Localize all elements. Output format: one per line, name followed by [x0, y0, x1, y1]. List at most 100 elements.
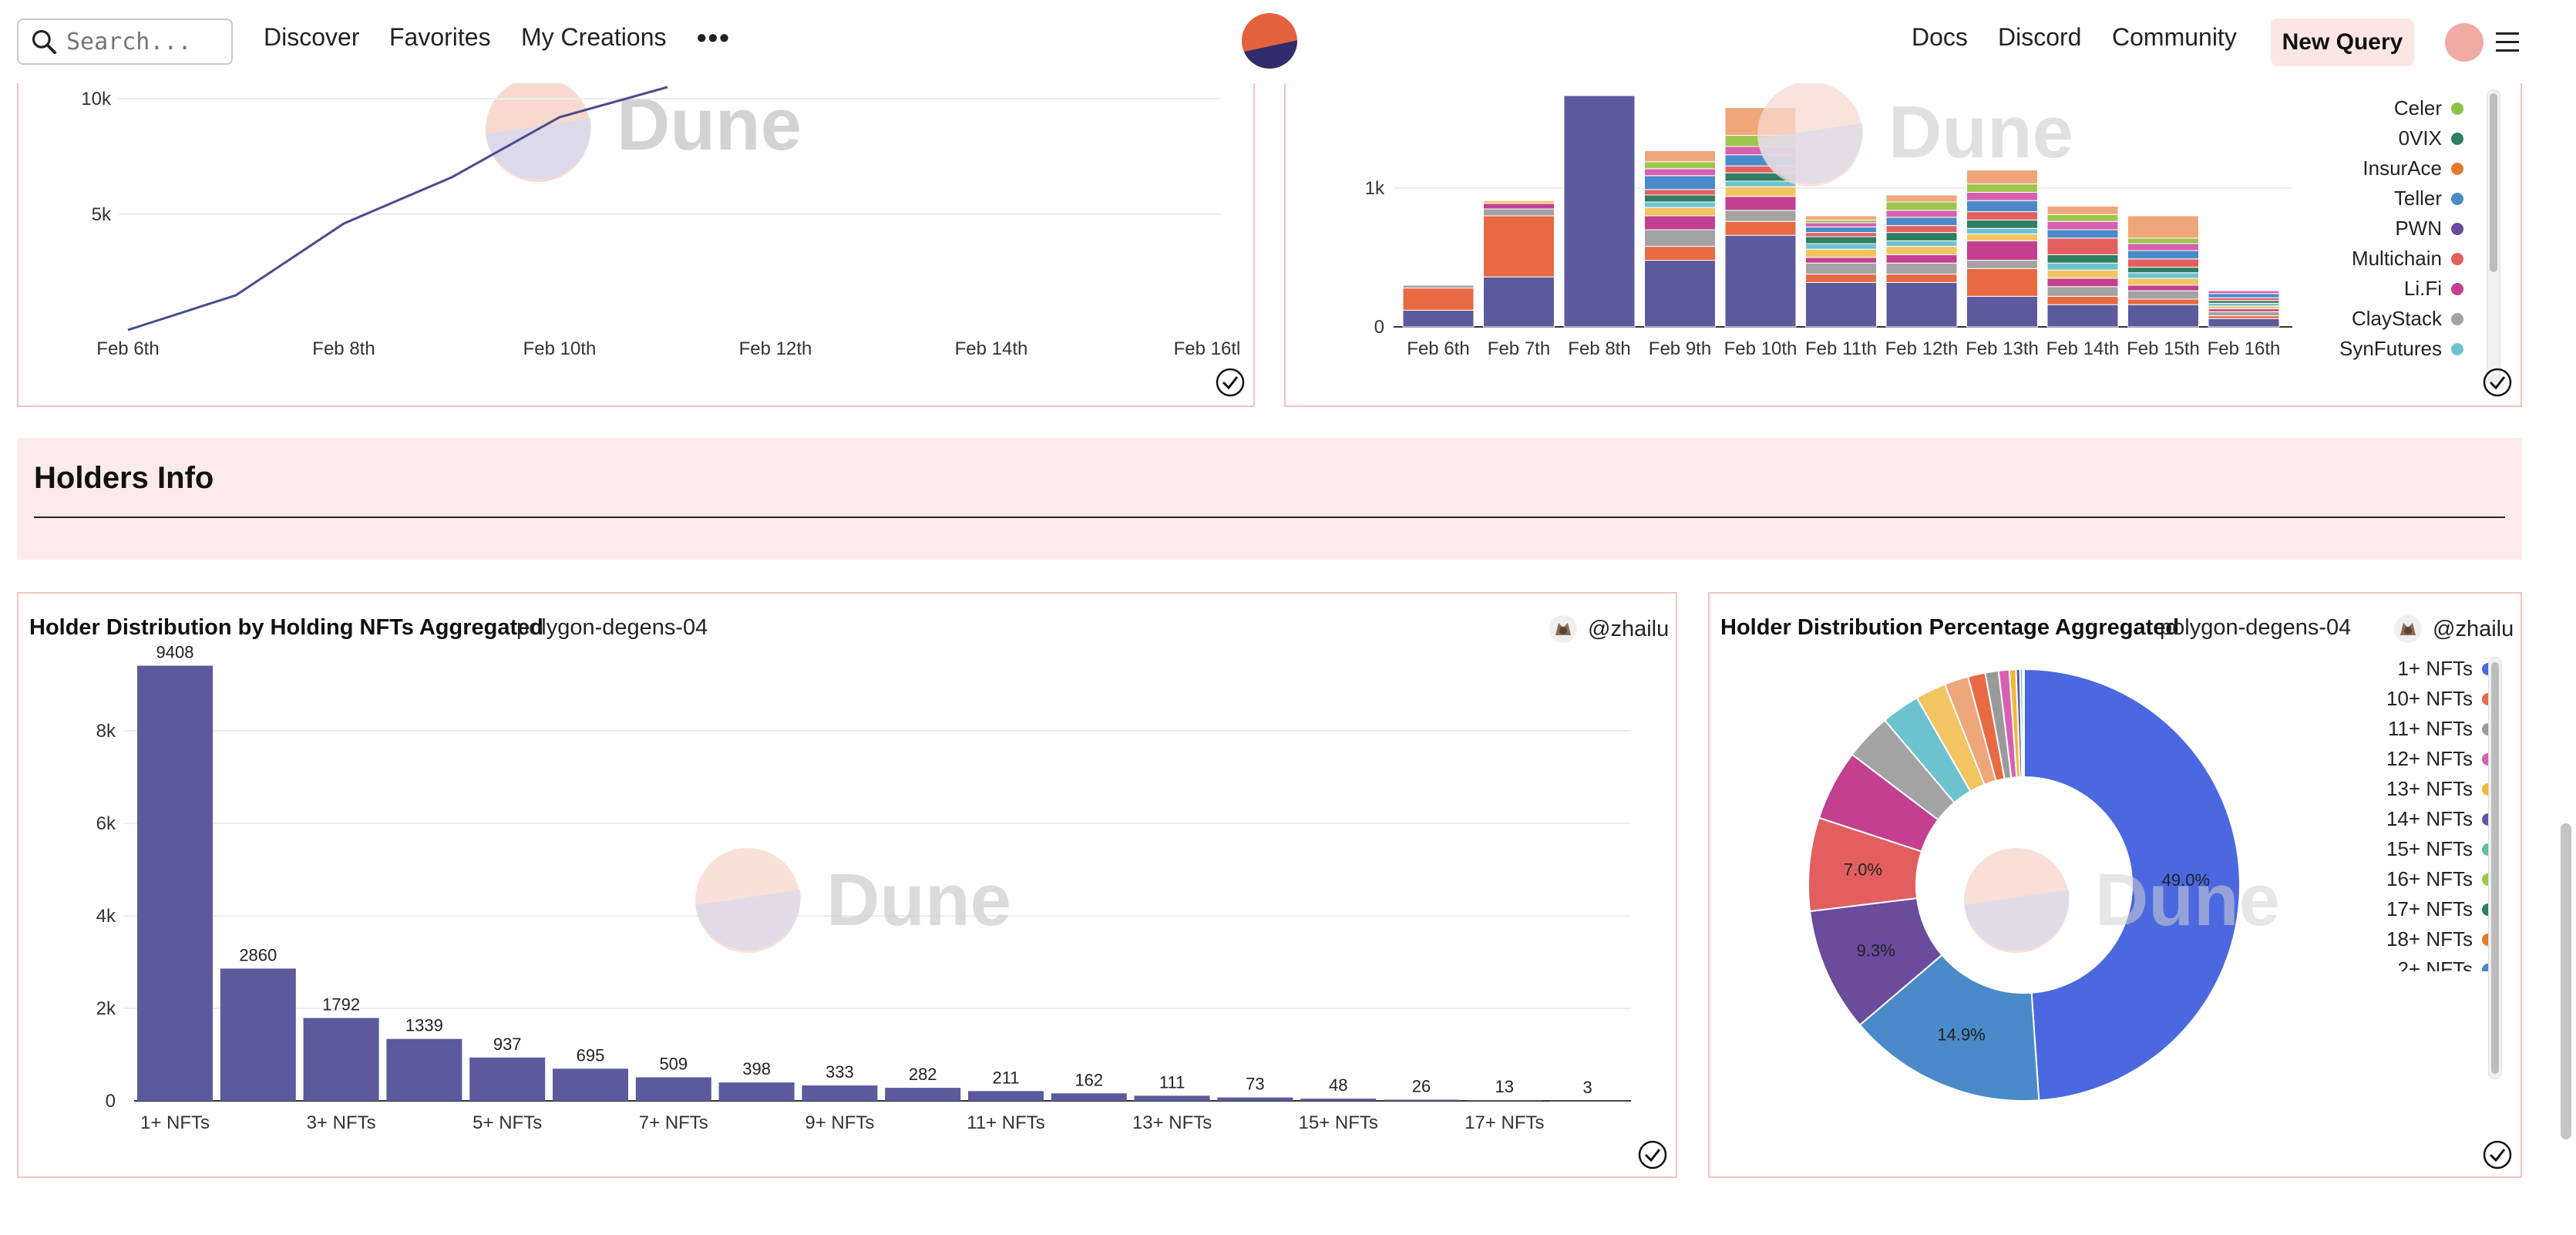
holder-bar	[1300, 1099, 1377, 1101]
stacked-bar-legend-item[interactable]: Teller	[2280, 183, 2463, 214]
stacked-bar-segment	[1805, 219, 1877, 224]
author-avatar-icon	[1549, 615, 1577, 643]
pie-legend-item[interactable]: 1+ NFTs	[2334, 654, 2494, 684]
bar-value-label: 48	[1329, 1075, 1347, 1095]
stacked-bar-segment	[2046, 278, 2119, 288]
stacked-bar-legend-item[interactable]: SynFutures	[2280, 334, 2463, 364]
holder-bar	[1051, 1093, 1127, 1101]
pie-legend-item[interactable]: 18+ NFTs	[2334, 924, 2494, 954]
legend-label: Li.Fi	[2403, 277, 2442, 300]
nav-discover[interactable]: Discover	[264, 23, 360, 51]
new-query-button[interactable]: New Query	[2271, 19, 2414, 66]
nav-community[interactable]: Community	[2112, 23, 2237, 51]
pie-legend-item[interactable]: 11+ NFTs	[2334, 714, 2494, 744]
stacked-bar-segment	[1805, 222, 1877, 227]
y-tick-label: 5k	[92, 204, 112, 225]
search-input[interactable]	[66, 28, 220, 56]
panel-title[interactable]: Holder Distribution Percentage Aggregate…	[1720, 615, 2180, 640]
stacked-bar-legend-item[interactable]: ClayStack	[2280, 304, 2463, 334]
stacked-bar-legend-item[interactable]: 0VIX	[2280, 123, 2463, 153]
stacked-bar-segment	[1966, 200, 2038, 213]
x-tick-label: Feb 14th	[2046, 338, 2120, 359]
stacked-bar-segment	[1644, 215, 1716, 231]
x-tick-label: Feb 16th	[2208, 338, 2281, 359]
nav-docs[interactable]: Docs	[1912, 23, 1968, 51]
stacked-bar-legend-item[interactable]: InsurAce	[2280, 153, 2463, 183]
stacked-bar-segment	[1805, 274, 1877, 283]
line-chart: Dune 10k 5k Feb 6th Feb 8th Feb 10th Feb 12t…	[81, 83, 1240, 359]
nav-favorites[interactable]: Favorites	[389, 23, 491, 51]
legend-label: 11+ NFTs	[2387, 717, 2473, 740]
avatar[interactable]	[2445, 23, 2484, 62]
pie-legend-item[interactable]: 12+ NFTs	[2334, 744, 2494, 774]
holder-bar-chart: Dune 9408 2860 1792 1339 937 695 509 398 333 282 2…	[96, 643, 1631, 1133]
stacked-bar-legend-item[interactable]: Celer	[2280, 93, 2463, 123]
stacked-bar-segment	[1805, 248, 1877, 258]
pie-slice	[2023, 668, 2241, 1102]
x-tick-label: Feb 12th	[739, 338, 812, 359]
x-tick-label: Feb 6th	[96, 338, 159, 359]
holder-distribution-bar-panel: Holder Distribution by Holding NFTs Aggr…	[17, 592, 1677, 1178]
stacked-bar-segment	[1483, 208, 1555, 217]
stacked-bar-segment	[1483, 203, 1555, 210]
stacked-bar-segment	[2046, 304, 2119, 328]
pie-legend-item[interactable]: 2+ NFTs	[2334, 954, 2494, 971]
stacked-bar-segment	[1966, 260, 2038, 269]
stacked-bar-segment	[1885, 201, 1958, 211]
pie-legend-item[interactable]: 16+ NFTs	[2334, 864, 2494, 894]
pie-legend-item[interactable]: 10+ NFTs	[2334, 684, 2494, 714]
nav-discord[interactable]: Discord	[1998, 23, 2082, 51]
bar-value-label: 2860	[239, 945, 277, 964]
bar-value-label: 937	[493, 1035, 522, 1054]
stacked-bar-segment	[2127, 243, 2199, 251]
pie-legend-item[interactable]: 17+ NFTs	[2334, 894, 2494, 924]
stacked-bar-segment	[1885, 225, 1958, 234]
legend-swatch	[2451, 342, 2463, 355]
stacked-bar-segment	[1966, 191, 2038, 201]
legend-scrollbar[interactable]	[2487, 89, 2500, 382]
pie-legend-item[interactable]: 14+ NFTs	[2334, 804, 2494, 834]
more-menu-icon[interactable]: •••	[697, 22, 731, 53]
holder-bar	[635, 1077, 711, 1101]
panel-subtitle: polygon-degens-04	[516, 615, 708, 640]
x-tick-label: Feb 10th	[1724, 338, 1797, 359]
hamburger-menu-icon[interactable]	[2496, 32, 2519, 52]
legend-swatch	[2451, 222, 2463, 235]
stacked-bar-segment	[1885, 254, 1958, 264]
stacked-bar-legend-item[interactable]: PWN	[2280, 214, 2463, 244]
stacked-bar-segment	[1805, 236, 1877, 244]
pie-legend-item[interactable]: 15+ NFTs	[2334, 834, 2494, 864]
page-scrollbar[interactable]	[2561, 823, 2571, 1139]
stacked-bar-segment	[1885, 281, 1958, 328]
stacked-bar-segment	[2127, 250, 2199, 260]
author-link[interactable]: @zhailu	[1548, 614, 1669, 644]
legend-label: 2+ NFTs	[2397, 957, 2473, 971]
legend-label: 12+ NFTs	[2386, 747, 2473, 770]
legend-label: 15+ NFTs	[2386, 837, 2473, 860]
search-box[interactable]	[17, 19, 233, 65]
holder-bar	[1466, 1100, 1542, 1102]
slice-label: 7.0%	[1844, 860, 1882, 880]
bar-value-label: 1339	[405, 1016, 443, 1035]
panel-title[interactable]: Holder Distribution by Holding NFTs Aggr…	[29, 615, 543, 640]
x-tick-label: Feb 9th	[1649, 338, 1711, 359]
pie-legend-item[interactable]: 13+ NFTs	[2334, 774, 2494, 804]
stacked-bar-segment	[1644, 194, 1716, 203]
legend-scrollbar[interactable]	[2488, 657, 2502, 1079]
holder-bar	[1217, 1097, 1293, 1101]
stacked-bar-legend: Celer 0VIX InsurAce Teller PWN Multichain Li.F…	[2280, 93, 2463, 380]
watermark: Dune	[695, 848, 1011, 953]
stacked-bar-segment	[2208, 300, 2280, 304]
section-title: Holders Info	[34, 461, 214, 495]
bar-value-label: 695	[577, 1045, 605, 1065]
bar-value-label: 13	[1495, 1077, 1514, 1096]
stacked-bar-legend-item[interactable]: Li.Fi	[2280, 274, 2463, 304]
holder-bar	[303, 1018, 379, 1101]
stacked-bar-legend-item[interactable]: Multichain	[2280, 244, 2463, 274]
y-tick-label: 0	[1374, 317, 1384, 338]
author-link[interactable]: @zhailu	[2393, 614, 2514, 644]
nav-my-creations[interactable]: My Creations	[521, 23, 667, 51]
bar-value-label: 333	[826, 1062, 854, 1082]
dune-logo[interactable]	[1241, 12, 1298, 69]
holders-info-section: Holders Info	[17, 438, 2522, 560]
